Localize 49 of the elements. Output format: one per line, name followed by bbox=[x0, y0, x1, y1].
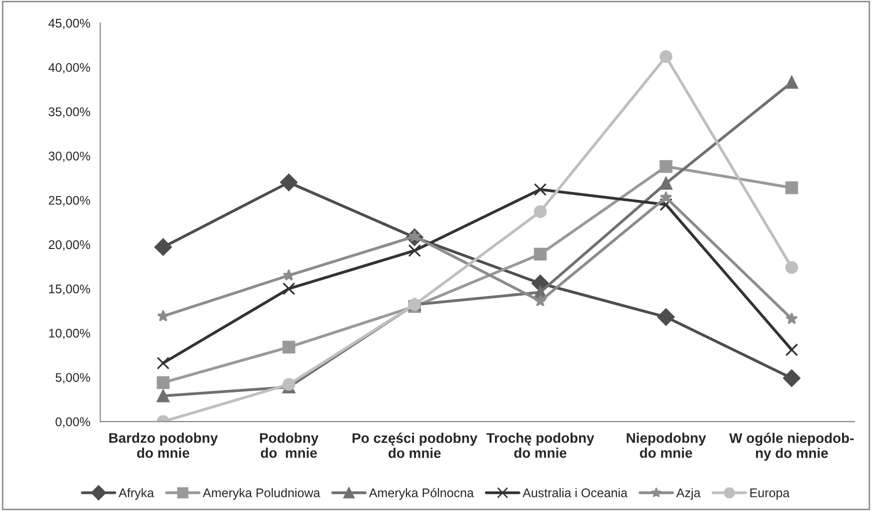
point bbox=[282, 340, 296, 354]
x-tick-label: Bardzo podobny do mnie bbox=[109, 432, 218, 458]
x-tick-label: Trochę podobny do mnie bbox=[486, 432, 594, 458]
y-tick-label: 5,00% bbox=[56, 373, 90, 384]
y-tick-label: 45,00% bbox=[48, 18, 90, 30]
legend-label: Australia i Oceania bbox=[522, 488, 628, 498]
x-tick-label: W ogóle niepodob- ny do mnie bbox=[729, 432, 854, 461]
point bbox=[280, 174, 298, 192]
point bbox=[156, 390, 170, 402]
y-tick-label: 30,00% bbox=[48, 152, 90, 162]
x-tick-label: Podobny do mnie bbox=[260, 432, 318, 458]
point bbox=[786, 312, 798, 324]
point bbox=[156, 356, 170, 370]
point bbox=[783, 369, 800, 387]
y-tick-label: 20,00% bbox=[48, 240, 90, 251]
x-tick-label: Niepodobny do mnie bbox=[626, 432, 706, 458]
y-tick-label: 40,00% bbox=[48, 63, 90, 74]
point bbox=[154, 238, 172, 256]
point bbox=[534, 205, 547, 218]
point bbox=[660, 191, 672, 203]
point bbox=[785, 76, 798, 89]
legend-label: Ameryka Pólnocna bbox=[368, 488, 474, 500]
point bbox=[660, 198, 672, 211]
y-tick-label: 10,00% bbox=[49, 328, 90, 340]
y-tick-label: 35,00% bbox=[48, 107, 90, 118]
point bbox=[785, 181, 798, 194]
point bbox=[785, 343, 798, 356]
y-tick-label: 25,00% bbox=[48, 196, 90, 206]
point bbox=[534, 183, 547, 196]
x-tick-label: Po części podobny do mnie bbox=[352, 432, 478, 458]
point bbox=[660, 176, 672, 190]
point bbox=[534, 248, 547, 261]
point bbox=[282, 269, 295, 281]
point bbox=[282, 378, 296, 391]
point bbox=[657, 308, 675, 326]
legend-label: Azja bbox=[676, 488, 701, 500]
point bbox=[157, 310, 170, 322]
legend-label: Ameryka Poludniowa bbox=[202, 488, 320, 500]
legend-label: Europa bbox=[750, 488, 790, 500]
point bbox=[282, 282, 296, 296]
y-tick-label: 15,00% bbox=[49, 284, 90, 295]
point bbox=[660, 50, 672, 64]
point bbox=[660, 160, 672, 173]
point bbox=[156, 376, 170, 389]
legend-label: Afryka bbox=[118, 488, 154, 500]
point bbox=[408, 244, 421, 258]
y-tick-label: 0,00% bbox=[56, 417, 90, 428]
point bbox=[534, 294, 546, 306]
point bbox=[785, 261, 798, 274]
